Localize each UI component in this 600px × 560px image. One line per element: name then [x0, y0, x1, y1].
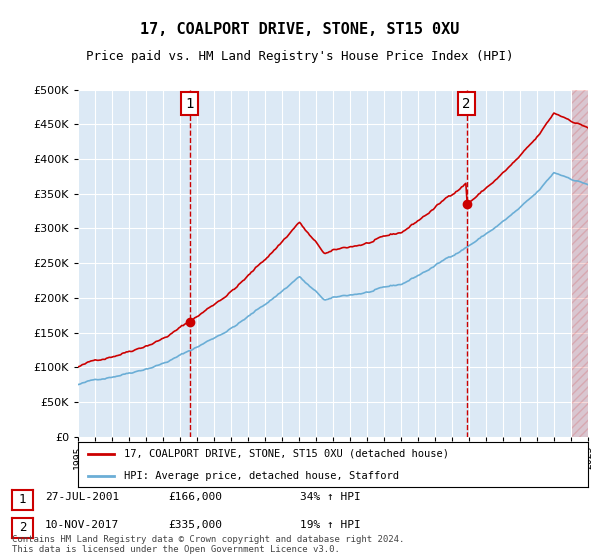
Text: Contains HM Land Registry data © Crown copyright and database right 2024.
This d: Contains HM Land Registry data © Crown c…	[12, 535, 404, 554]
Text: 1: 1	[185, 96, 194, 110]
Text: £335,000: £335,000	[168, 520, 222, 530]
Text: 2: 2	[19, 521, 26, 534]
Text: 17, COALPORT DRIVE, STONE, ST15 0XU (detached house): 17, COALPORT DRIVE, STONE, ST15 0XU (det…	[124, 449, 449, 459]
Text: 10-NOV-2017: 10-NOV-2017	[45, 520, 119, 530]
Text: 2: 2	[463, 96, 471, 110]
Text: HPI: Average price, detached house, Stafford: HPI: Average price, detached house, Staf…	[124, 471, 399, 481]
Text: £166,000: £166,000	[168, 492, 222, 502]
Text: 27-JUL-2001: 27-JUL-2001	[45, 492, 119, 502]
Text: 1: 1	[19, 493, 26, 506]
Text: 34% ↑ HPI: 34% ↑ HPI	[300, 492, 361, 502]
Text: Price paid vs. HM Land Registry's House Price Index (HPI): Price paid vs. HM Land Registry's House …	[86, 50, 514, 63]
Text: 17, COALPORT DRIVE, STONE, ST15 0XU: 17, COALPORT DRIVE, STONE, ST15 0XU	[140, 22, 460, 38]
Text: 19% ↑ HPI: 19% ↑ HPI	[300, 520, 361, 530]
